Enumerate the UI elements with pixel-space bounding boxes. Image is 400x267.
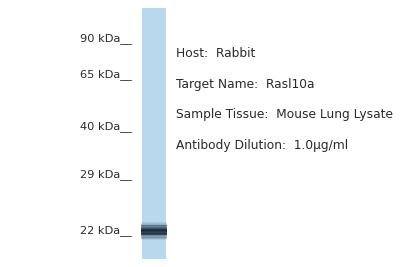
Bar	[142, 233, 166, 234]
Text: Sample Tissue:  Mouse Lung Lysate: Sample Tissue: Mouse Lung Lysate	[176, 108, 393, 121]
Bar	[142, 222, 166, 223]
Bar	[142, 233, 166, 234]
Bar	[142, 237, 166, 238]
Text: 29 kDa__: 29 kDa__	[80, 170, 132, 180]
Bar	[142, 229, 166, 230]
Bar	[142, 230, 166, 231]
Bar	[142, 231, 166, 232]
Text: Antibody Dilution:  1.0μg/ml: Antibody Dilution: 1.0μg/ml	[176, 139, 348, 152]
Bar	[142, 227, 166, 228]
Bar	[142, 238, 166, 239]
Bar	[142, 228, 166, 229]
Bar	[142, 226, 166, 227]
Text: Host:  Rabbit: Host: Rabbit	[176, 47, 255, 60]
Bar	[142, 237, 166, 238]
Text: 40 kDa__: 40 kDa__	[80, 121, 132, 132]
Text: 90 kDa__: 90 kDa__	[80, 33, 132, 44]
Bar	[142, 234, 166, 235]
Bar	[142, 229, 166, 230]
Bar	[142, 235, 166, 236]
Bar	[142, 8, 166, 259]
Text: Target Name:  Rasl10a: Target Name: Rasl10a	[176, 78, 314, 91]
Bar	[142, 225, 166, 226]
Text: 22 kDa__: 22 kDa__	[80, 226, 132, 236]
Bar	[142, 232, 166, 233]
Bar	[142, 223, 166, 224]
Bar	[142, 236, 166, 237]
Text: 65 kDa__: 65 kDa__	[80, 69, 132, 80]
Bar	[142, 224, 166, 225]
Bar	[142, 225, 166, 226]
Bar	[142, 239, 166, 240]
